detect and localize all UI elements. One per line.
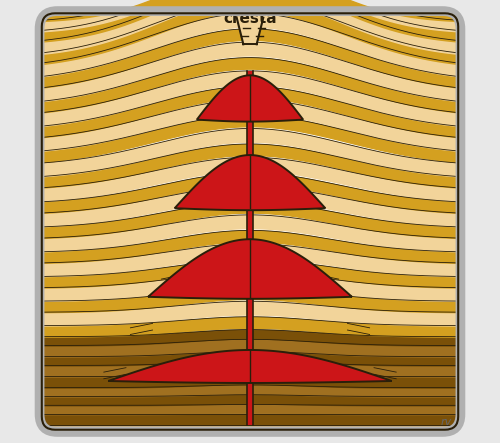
Text: cresta: cresta [223, 11, 277, 26]
Polygon shape [108, 350, 392, 383]
Polygon shape [197, 75, 303, 121]
Polygon shape [174, 155, 326, 210]
Polygon shape [148, 239, 352, 299]
Polygon shape [236, 18, 264, 44]
Polygon shape [246, 71, 254, 425]
FancyBboxPatch shape [42, 13, 458, 430]
Text: rv: rv [440, 417, 452, 427]
